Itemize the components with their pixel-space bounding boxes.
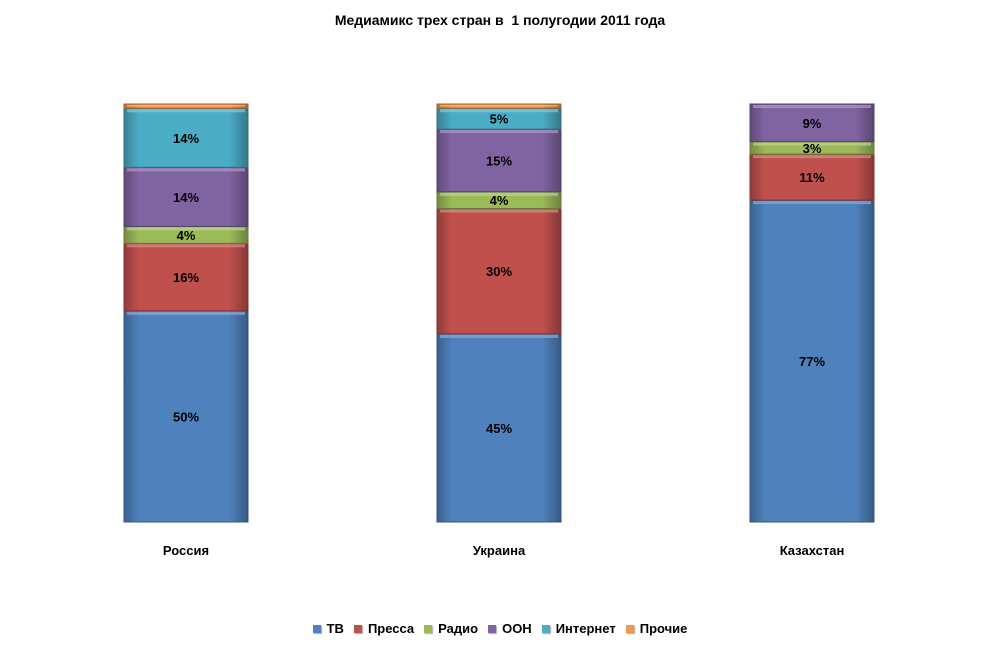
category-label: Украина [473,543,526,558]
category-label: Казахстан [780,543,845,558]
legend-swatch [625,624,634,633]
category-label: Россия [163,543,209,558]
legend-swatch [488,624,497,633]
bar-segment [123,242,249,312]
bar-segment-highlight [127,244,245,248]
legend-item: Радио [424,621,478,636]
data-label: 14% [173,131,199,146]
data-label: 77% [799,354,825,369]
legend-label: Интернет [555,621,616,636]
data-label: 50% [173,409,199,424]
legend-label: Пресса [367,621,415,636]
legend-swatch [353,624,362,633]
legend-item: Интернет [541,621,616,636]
bar-segment [123,310,249,523]
bar-segment-highlight [440,209,558,213]
bar-segment-highlight [753,142,871,146]
data-label: 5% [490,112,509,127]
bar-segment-highlight [753,155,871,159]
legend-label: ООН [502,621,532,636]
bar-segment-highlight [127,109,245,113]
bar-segment-highlight [753,105,871,108]
data-label: 4% [490,193,509,208]
data-label: 15% [486,153,512,168]
legend-label: ТВ [326,621,344,636]
chart-title: Медиамикс трех стран в 1 полугодии 2011 … [334,12,666,28]
bar-segment [436,128,562,193]
bar-segment [749,199,875,523]
data-label: 30% [486,264,512,279]
data-label: 45% [486,421,512,436]
bar-segment-highlight [753,201,871,205]
data-label: 9% [803,116,822,131]
bar-segment [749,103,875,143]
bar-segment-highlight [440,334,558,338]
bar-segment-highlight [127,105,245,107]
legend-label: Прочие [639,621,688,636]
legend-swatch [424,624,433,633]
bar-segment-highlight [440,105,558,107]
bar-segment [123,166,249,227]
data-label: 16% [173,270,199,285]
legend-item: Прочие [625,621,688,636]
bar-segment-highlight [440,130,558,134]
bar-segment [749,153,875,201]
legend-label: Радио [438,621,479,636]
legend-swatch [312,624,321,633]
bar-segment-highlight [440,109,558,113]
bar-segment [123,107,249,168]
bar-segment-highlight [440,192,558,196]
bar-segment [436,208,562,335]
data-label: 14% [173,190,199,205]
legend-item: Пресса [353,621,415,636]
data-label: 3% [803,141,822,156]
legend-swatch [541,624,550,633]
data-label: 11% [799,170,825,185]
bar-segment-highlight [127,168,245,172]
data-label: 4% [177,228,196,243]
bar-segment-highlight [127,227,245,231]
bar-segment [436,333,562,523]
legend-item: ТВ [312,621,344,636]
legend-item: ООН [488,621,532,636]
legend: ТВ Пресса Радио ООН Интернет Прочие [0,621,1000,636]
bar-segment-highlight [127,311,245,315]
